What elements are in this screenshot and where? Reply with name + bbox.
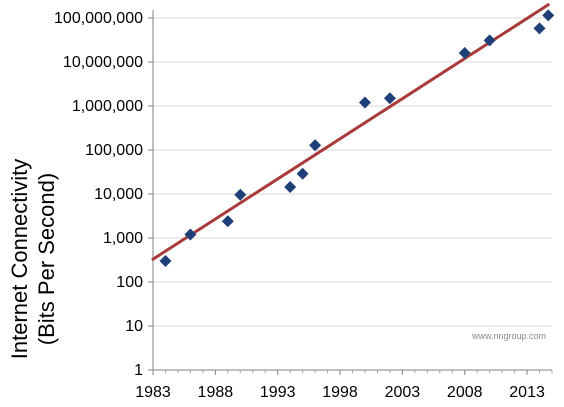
x-tick-label: 1988 bbox=[198, 384, 234, 401]
y-tick-label: 1,000,000 bbox=[72, 98, 143, 115]
y-tick-label: 1,000 bbox=[103, 230, 143, 247]
data-point bbox=[358, 96, 371, 109]
y-tick-label: 10,000,000 bbox=[63, 54, 143, 71]
data-point bbox=[234, 188, 247, 201]
data-point bbox=[483, 34, 496, 47]
x-tick-label: 2013 bbox=[509, 384, 545, 401]
data-point bbox=[533, 22, 546, 35]
x-axis-ticks: 1983 1988 1993 1998 2003 2008 2013 bbox=[135, 370, 553, 401]
data-point bbox=[296, 167, 309, 180]
y-axis-title-line-1: Internet Connectivity bbox=[7, 159, 32, 360]
x-tick-label: 2008 bbox=[447, 384, 483, 401]
data-point bbox=[383, 92, 396, 105]
data-point bbox=[221, 215, 234, 228]
x-tick-label: 1998 bbox=[322, 384, 358, 401]
y-tick-label: 100,000,000 bbox=[54, 10, 143, 27]
data-point bbox=[284, 181, 297, 194]
x-tick-label: 2003 bbox=[385, 384, 421, 401]
trendline bbox=[151, 3, 550, 261]
data-point bbox=[458, 47, 471, 60]
data-point bbox=[542, 9, 555, 22]
grid bbox=[153, 17, 552, 327]
x-tick-label: 1983 bbox=[135, 384, 171, 401]
x-tick-label: 1993 bbox=[260, 384, 296, 401]
y-tick-label: 10 bbox=[125, 318, 143, 335]
watermark-label: www.nngroup.com bbox=[471, 331, 546, 341]
y-tick-label: 100 bbox=[116, 274, 143, 291]
y-tick-label: 1 bbox=[134, 362, 143, 379]
data-points bbox=[159, 9, 555, 268]
y-axis-ticks: 1 10 100 1,000 10,000 100,000 1,000,000 10,000,… bbox=[54, 10, 153, 379]
y-tick-label: 10,000 bbox=[94, 186, 143, 203]
data-point bbox=[309, 139, 322, 152]
y-axis-title-line-2: (Bits Per Second) bbox=[34, 173, 59, 345]
data-point bbox=[159, 255, 172, 268]
data-point bbox=[184, 228, 197, 241]
y-tick-label: 100,000 bbox=[85, 142, 143, 159]
y-axis-title: Internet Connectivity (Bits Per Second) bbox=[7, 159, 59, 360]
